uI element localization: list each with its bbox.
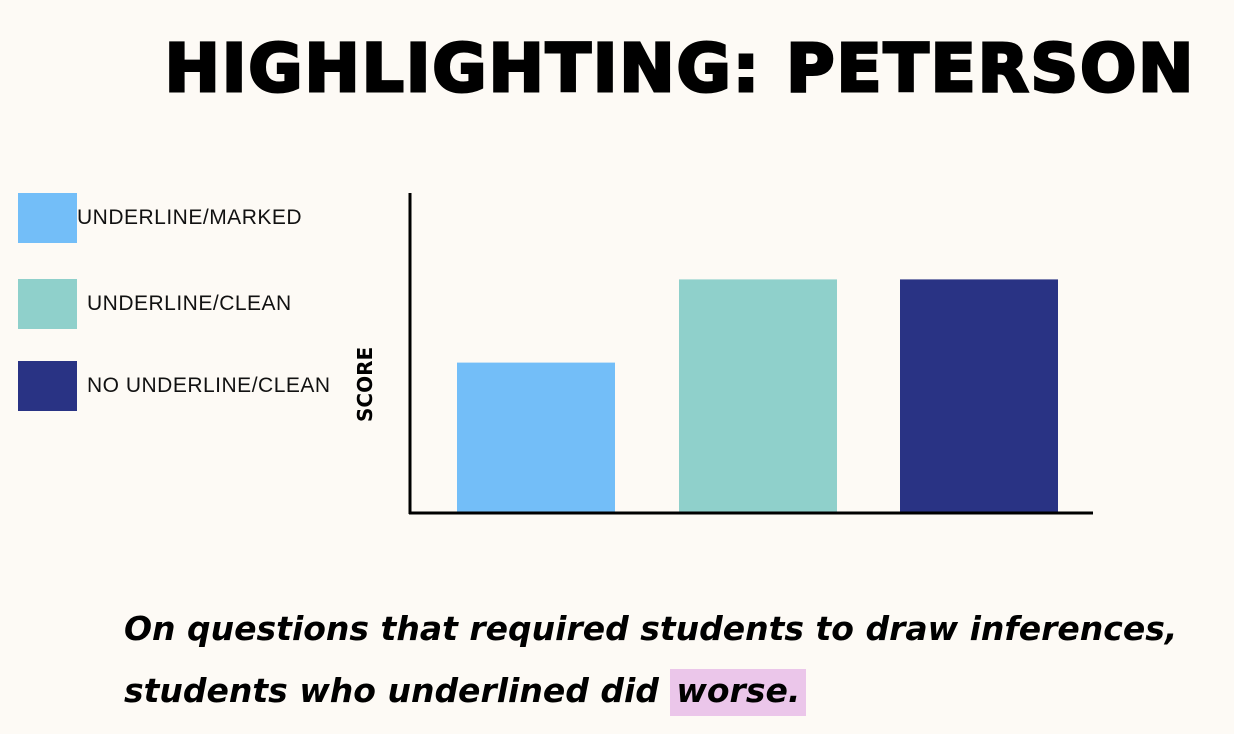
bar-2 (679, 279, 837, 513)
caption: On questions that required students to d… (124, 598, 1177, 722)
bar-1 (457, 362, 615, 513)
legend-swatch (18, 279, 77, 329)
highlighted-word: worse. (670, 669, 807, 716)
legend-swatch (18, 361, 77, 411)
legend-item-underline-marked: UNDERLINE/MARKED (18, 192, 302, 244)
legend-label: UNDERLINE/MARKED (77, 206, 303, 229)
legend-label: UNDERLINE/CLEAN (87, 292, 292, 315)
caption-line-2-text: students who underlined did (124, 671, 659, 710)
legend-label: NO UNDERLINE/CLEAN (87, 374, 331, 397)
bar-3 (900, 279, 1058, 513)
legend-item-no-underline-clean: NO UNDERLINE/CLEAN (18, 360, 331, 412)
caption-line-1: On questions that required students to d… (124, 609, 1178, 648)
caption-line-2: students who underlined did worse. (124, 660, 1177, 722)
legend-item-underline-clean: UNDERLINE/CLEAN (18, 278, 292, 330)
chart-title: HIGHLIGHTING: PETERSON (163, 29, 1196, 109)
legend-swatch (18, 193, 77, 243)
